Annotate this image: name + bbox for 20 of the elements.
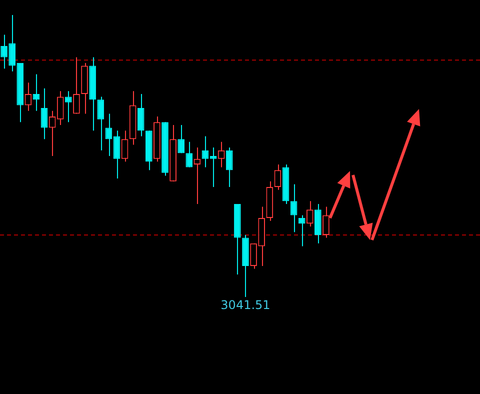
- candlestick: [322, 206, 330, 238]
- candlestick: [186, 141, 193, 168]
- candlestick: [97, 96, 104, 151]
- candlestick: [314, 203, 322, 244]
- candlestick: [194, 147, 201, 204]
- candlestick: [40, 88, 48, 140]
- candlestick: [178, 124, 185, 154]
- candlestick: [8, 14, 16, 72]
- candlestick: [250, 242, 257, 270]
- candlestick: [32, 74, 40, 112]
- candlestick: [226, 147, 233, 188]
- candlestick: [306, 200, 314, 227]
- candlestick: [137, 93, 144, 137]
- candlestick: [64, 90, 72, 123]
- candlestick: [121, 130, 128, 162]
- candlestick: [274, 164, 282, 190]
- candlestick: [290, 184, 298, 233]
- candlestick: [73, 56, 80, 114]
- candlestick: [298, 214, 306, 247]
- annotation: 3041.51: [220, 298, 270, 312]
